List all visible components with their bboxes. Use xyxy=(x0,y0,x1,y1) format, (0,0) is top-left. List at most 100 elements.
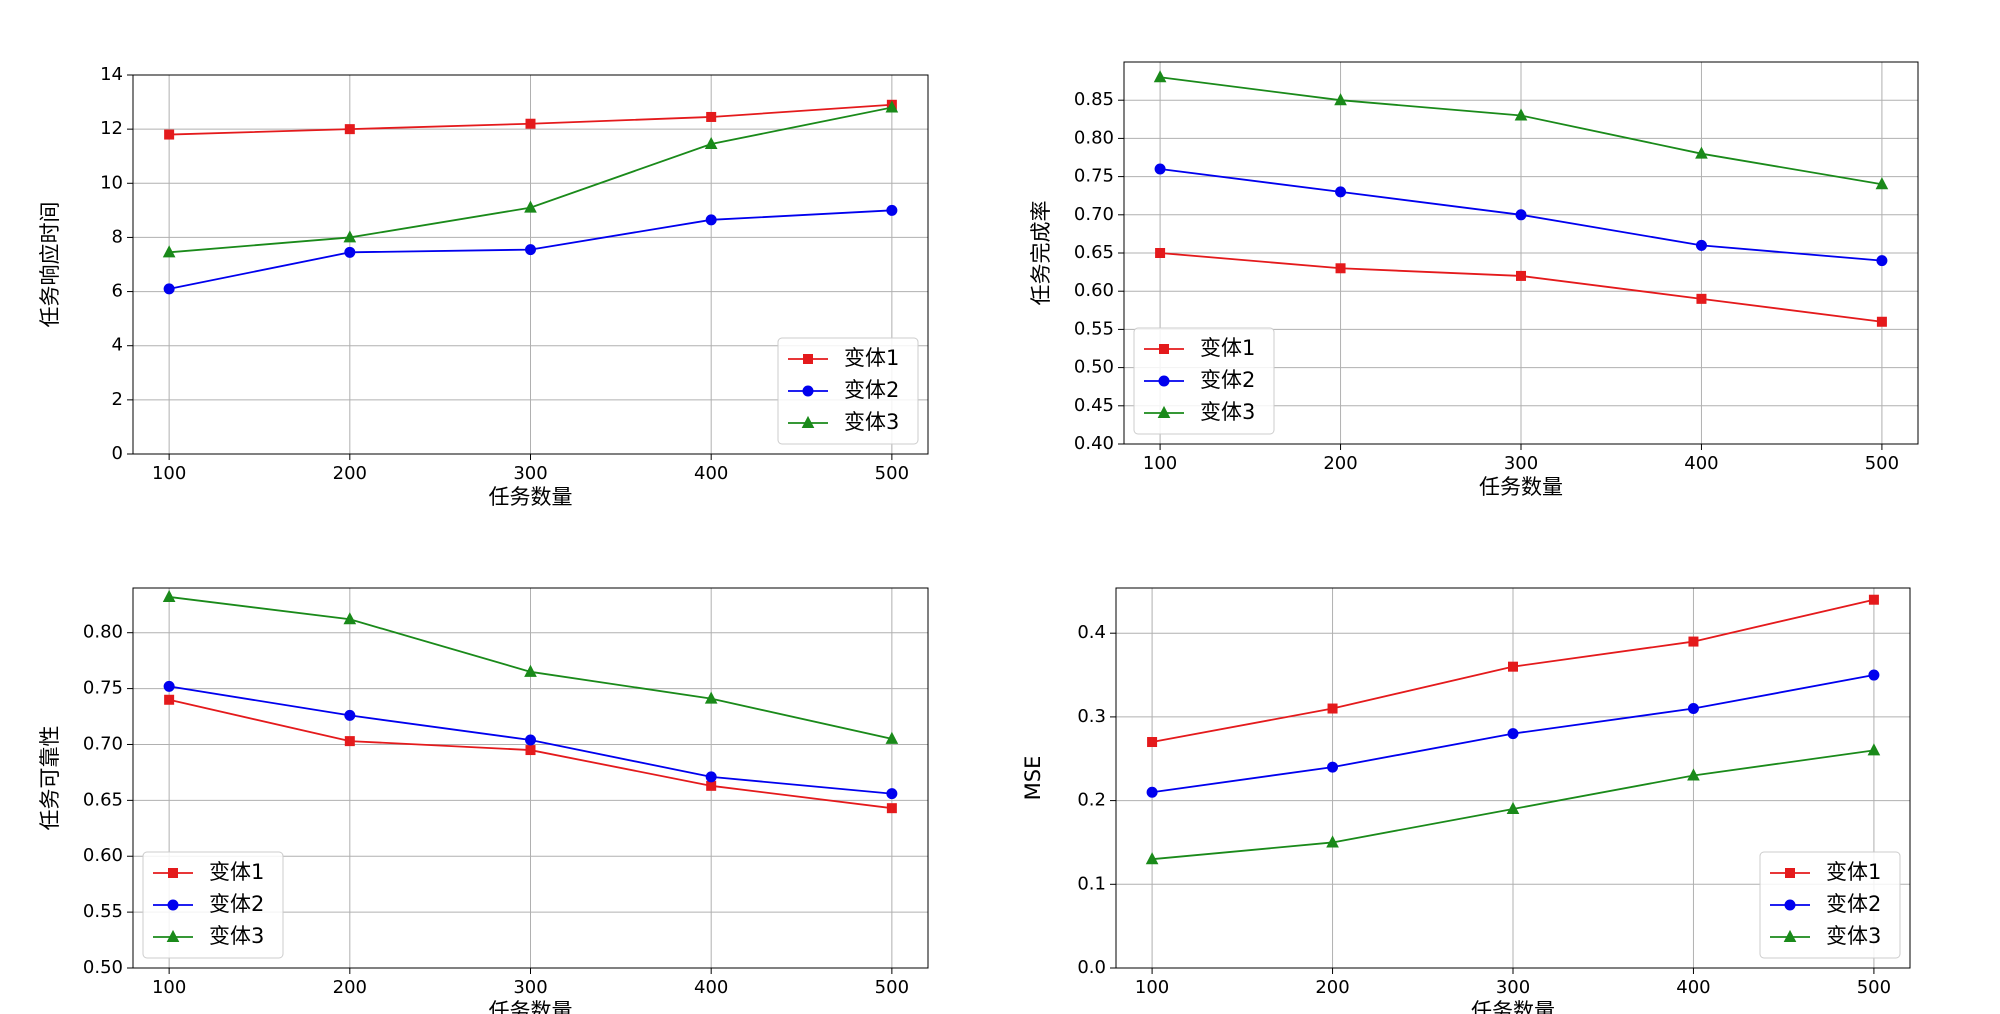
legend-marker xyxy=(1159,344,1169,354)
data-point xyxy=(885,100,899,113)
x-tick-label: 500 xyxy=(1857,977,1891,998)
data-point xyxy=(1688,636,1699,647)
data-point xyxy=(343,230,357,243)
y-tick-label: 2 xyxy=(112,389,123,410)
data-point xyxy=(344,124,355,135)
legend-label: 变体1 xyxy=(209,860,264,884)
data-point xyxy=(1326,835,1339,848)
x-tick-label: 300 xyxy=(1496,977,1530,998)
y-tick-label: 0 xyxy=(112,443,123,464)
data-point xyxy=(524,200,537,213)
data-point xyxy=(164,129,175,140)
y-tick-label: 0.3 xyxy=(1077,706,1106,727)
y-tick-label: 0.2 xyxy=(1077,790,1106,811)
y-tick-label: 0.55 xyxy=(1074,318,1114,339)
x-tick-label: 500 xyxy=(1865,453,1899,474)
data-point xyxy=(704,691,718,704)
legend-marker xyxy=(803,354,813,364)
data-point xyxy=(524,664,537,677)
data-point xyxy=(1868,594,1879,605)
x-tick-label: 200 xyxy=(333,977,367,998)
y-tick-label: 0.55 xyxy=(83,901,123,922)
x-axis-label: 任务数量 xyxy=(489,485,573,509)
data-point xyxy=(706,111,717,122)
data-point xyxy=(1695,239,1707,251)
data-point xyxy=(1687,768,1700,781)
legend-marker xyxy=(168,868,178,878)
legend-marker xyxy=(802,385,814,397)
data-point xyxy=(1145,852,1159,865)
y-tick-label: 0.70 xyxy=(83,733,123,754)
data-point xyxy=(162,589,176,602)
data-point xyxy=(344,736,355,747)
data-point xyxy=(705,214,717,226)
x-tick-label: 300 xyxy=(513,977,547,998)
y-tick-label: 10 xyxy=(100,172,123,193)
y-axis-label: 任务可靠性 xyxy=(38,726,62,831)
legend-label: 变体2 xyxy=(844,378,899,402)
data-point xyxy=(164,694,175,705)
data-point xyxy=(1516,270,1526,281)
data-point xyxy=(1146,786,1158,798)
data-point xyxy=(1327,703,1338,714)
legend-label: 变体2 xyxy=(1826,892,1881,916)
x-tick-label: 400 xyxy=(694,977,728,998)
data-point xyxy=(525,118,536,129)
y-tick-label: 8 xyxy=(112,226,123,247)
x-axis-label: 任务数量 xyxy=(489,999,573,1014)
data-point xyxy=(1876,255,1888,267)
data-point xyxy=(525,745,536,756)
y-tick-label: 0.60 xyxy=(83,845,123,866)
y-tick-label: 0.85 xyxy=(1074,89,1114,110)
x-tick-label: 100 xyxy=(152,977,186,998)
data-point xyxy=(1695,146,1708,159)
data-point xyxy=(885,731,899,744)
data-point xyxy=(525,734,536,746)
legend-label: 变体3 xyxy=(1200,400,1255,424)
data-point xyxy=(344,709,356,721)
x-tick-label: 200 xyxy=(333,463,367,484)
x-tick-label: 500 xyxy=(875,977,909,998)
y-tick-label: 14 xyxy=(100,64,123,85)
y-tick-label: 0.75 xyxy=(1074,166,1114,187)
plot-frame xyxy=(132,74,929,455)
x-tick-label: 400 xyxy=(1676,977,1710,998)
data-point xyxy=(886,788,898,800)
data-point xyxy=(1515,209,1527,221)
data-point xyxy=(1335,186,1347,198)
legend-marker xyxy=(166,929,180,942)
data-point xyxy=(705,771,717,783)
data-point xyxy=(1514,108,1528,121)
x-tick-label: 100 xyxy=(152,463,186,484)
x-tick-label: 400 xyxy=(1684,453,1718,474)
legend-label: 变体1 xyxy=(1200,336,1255,360)
data-point xyxy=(706,780,717,791)
data-point xyxy=(1153,70,1167,83)
data-point xyxy=(163,283,175,295)
data-point xyxy=(1876,316,1887,327)
x-tick-label: 100 xyxy=(1143,453,1177,474)
data-point xyxy=(1327,761,1339,773)
data-point xyxy=(1867,743,1881,756)
data-point xyxy=(704,136,718,150)
legend-marker xyxy=(1157,405,1171,418)
legend-label: 变体3 xyxy=(209,924,264,948)
data-point xyxy=(886,803,897,814)
x-tick-label: 200 xyxy=(1315,977,1349,998)
y-tick-label: 0.80 xyxy=(83,622,123,643)
data-point xyxy=(162,245,176,258)
data-point xyxy=(344,246,356,258)
legend-marker xyxy=(1783,929,1797,942)
legend-marker xyxy=(801,415,815,428)
x-tick-label: 200 xyxy=(1323,453,1357,474)
x-tick-label: 300 xyxy=(513,463,547,484)
y-tick-label: 0.4 xyxy=(1077,622,1106,643)
y-tick-label: 0.70 xyxy=(1074,204,1114,225)
y-tick-label: 12 xyxy=(100,118,123,139)
data-point xyxy=(1147,737,1158,748)
x-tick-label: 300 xyxy=(1504,453,1538,474)
data-point xyxy=(1334,93,1347,106)
y-tick-label: 0.65 xyxy=(83,789,123,810)
data-point xyxy=(1155,248,1166,258)
